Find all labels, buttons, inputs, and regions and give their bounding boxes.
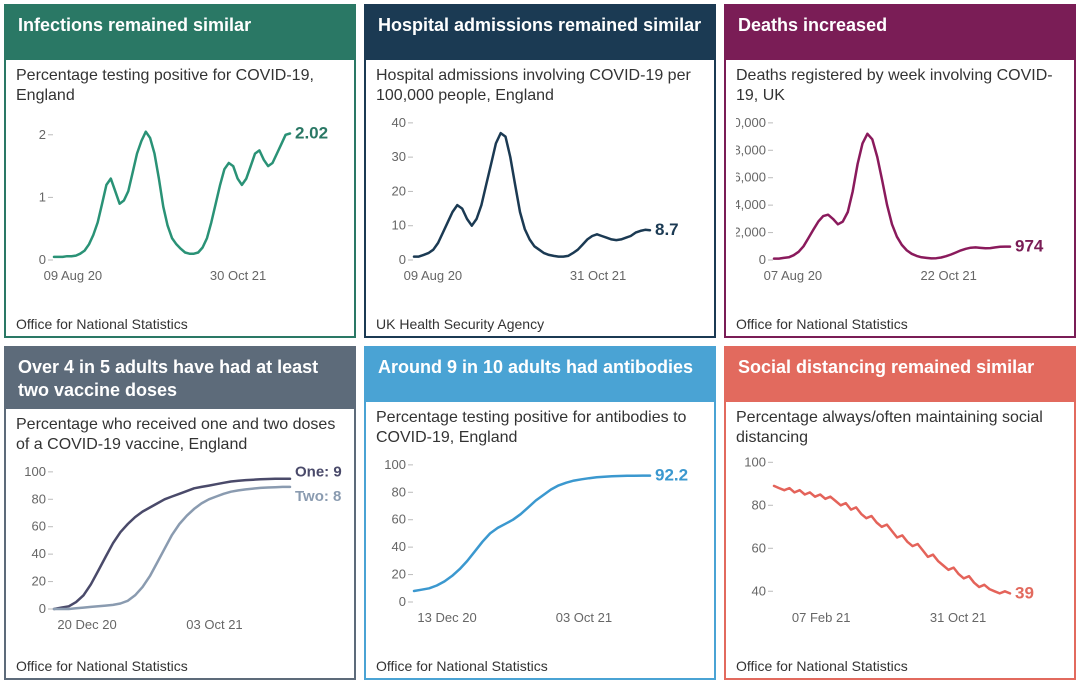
card-subtitle: Percentage who received one and two dose… xyxy=(16,415,344,455)
card-hospital: Hospital admissions remained similar Hosp… xyxy=(364,4,716,338)
y-tick-label: 20 xyxy=(392,183,406,198)
card-source: Office for National Statistics xyxy=(376,656,704,674)
y-tick-label: 0 xyxy=(39,601,46,616)
series-end-label: 2.02 xyxy=(295,124,328,143)
card-body: Percentage testing positive for antibodi… xyxy=(366,402,714,678)
x-tick-label: 22 Oct 21 xyxy=(920,268,976,283)
series-end-label: 39 xyxy=(1015,583,1034,602)
y-tick-label: 40 xyxy=(32,546,46,561)
card-antibodies: Around 9 in 10 adults had antibodies Perc… xyxy=(364,346,716,680)
series-end-label: 8.7 xyxy=(655,220,679,239)
series-line xyxy=(414,476,650,591)
y-tick-label: 0 xyxy=(39,252,46,267)
series-line xyxy=(54,132,290,257)
card-subtitle: Percentage always/often maintaining soci… xyxy=(736,408,1064,448)
x-tick-label: 07 Feb 21 xyxy=(792,610,851,625)
card-body: Hospital admissions involving COVID-19 p… xyxy=(366,60,714,336)
series-line xyxy=(774,486,1010,594)
series-end-label: Two: 89 xyxy=(295,488,342,505)
y-tick-label: 80 xyxy=(392,484,406,499)
card-source: Office for National Statistics xyxy=(16,314,344,332)
y-tick-label: 60 xyxy=(32,519,46,534)
y-tick-label: 60 xyxy=(392,512,406,527)
series-end-label: One: 95 xyxy=(295,464,342,481)
y-tick-label: 20 xyxy=(32,574,46,589)
chart: 0 20 40 60 80 100 13 Dec 20 03 Oct 21 92.2 xyxy=(376,450,704,656)
x-tick-label: 13 Dec 20 xyxy=(417,610,476,625)
x-tick-label: 31 Oct 21 xyxy=(930,610,986,625)
y-tick-label: 4,000 xyxy=(736,197,766,212)
x-tick-label: 07 Aug 20 xyxy=(764,268,823,283)
card-source: Office for National Statistics xyxy=(16,656,344,674)
x-tick-label: 03 Oct 21 xyxy=(556,610,612,625)
y-tick-label: 100 xyxy=(744,454,766,469)
dashboard-grid: Infections remained similar Percentage te… xyxy=(4,4,1076,680)
card-title: Infections remained similar xyxy=(6,6,354,60)
card-subtitle: Percentage testing positive for COVID-19… xyxy=(16,66,344,106)
y-tick-label: 30 xyxy=(392,149,406,164)
y-tick-label: 20 xyxy=(392,567,406,582)
card-subtitle: Percentage testing positive for antibodi… xyxy=(376,408,704,448)
y-tick-label: 10 xyxy=(392,218,406,233)
card-source: Office for National Statistics xyxy=(736,314,1064,332)
chart: 0 1 2 09 Aug 20 30 Oct 21 2.02 xyxy=(16,108,344,314)
card-subtitle: Hospital admissions involving COVID-19 p… xyxy=(376,66,704,106)
card-social: Social distancing remained similar Percen… xyxy=(724,346,1076,680)
card-source: Office for National Statistics xyxy=(736,656,1064,674)
y-tick-label: 40 xyxy=(392,539,406,554)
series-line xyxy=(414,133,650,257)
card-body: Percentage who received one and two dose… xyxy=(6,409,354,678)
card-title: Social distancing remained similar xyxy=(726,348,1074,402)
y-tick-label: 2,000 xyxy=(736,225,766,240)
y-tick-label: 0 xyxy=(759,252,766,267)
series-line xyxy=(774,134,1010,259)
y-tick-label: 8,000 xyxy=(736,142,766,157)
card-subtitle: Deaths registered by week involving COVI… xyxy=(736,66,1064,106)
card-vaccines: Over 4 in 5 adults have had at least two… xyxy=(4,346,356,680)
chart: 0 10 20 30 40 09 Aug 20 31 Oct 21 8.7 xyxy=(376,108,704,314)
y-tick-label: 80 xyxy=(752,497,766,512)
card-title: Around 9 in 10 adults had antibodies xyxy=(366,348,714,402)
card-source: UK Health Security Agency xyxy=(376,314,704,332)
card-infections: Infections remained similar Percentage te… xyxy=(4,4,356,338)
x-tick-label: 20 Dec 20 xyxy=(57,617,116,632)
y-tick-label: 0 xyxy=(399,594,406,609)
card-body: Percentage always/often maintaining soci… xyxy=(726,402,1074,678)
y-tick-label: 1 xyxy=(39,189,46,204)
y-tick-label: 60 xyxy=(752,540,766,555)
x-tick-label: 03 Oct 21 xyxy=(186,617,242,632)
card-title: Over 4 in 5 adults have had at least two… xyxy=(6,348,354,409)
chart: 0 20 40 60 80 100 20 Dec 20 03 Oct 21 One: 95 Two… xyxy=(16,457,344,656)
y-tick-label: 100 xyxy=(384,457,406,472)
card-title: Hospital admissions remained similar xyxy=(366,6,714,60)
y-tick-label: 0 xyxy=(399,252,406,267)
x-tick-label: 31 Oct 21 xyxy=(570,268,626,283)
y-tick-label: 10,000 xyxy=(736,115,766,130)
series-line xyxy=(54,487,290,609)
chart: 40 60 80 100 07 Feb 21 31 Oct 21 39 xyxy=(736,450,1064,656)
series-end-label: 92.2 xyxy=(655,466,688,485)
y-tick-label: 6,000 xyxy=(736,170,766,185)
y-tick-label: 80 xyxy=(32,491,46,506)
card-deaths: Deaths increased Deaths registered by wee… xyxy=(724,4,1076,338)
x-tick-label: 09 Aug 20 xyxy=(44,268,103,283)
series-end-label: 974 xyxy=(1015,237,1044,256)
card-body: Percentage testing positive for COVID-19… xyxy=(6,60,354,336)
chart: 0 2,000 4,000 6,000 8,000 10,000 07 Aug 20 22 O… xyxy=(736,108,1064,314)
y-tick-label: 40 xyxy=(752,583,766,598)
y-tick-label: 100 xyxy=(24,464,46,479)
y-tick-label: 40 xyxy=(392,115,406,130)
x-tick-label: 30 Oct 21 xyxy=(210,268,266,283)
series-line xyxy=(54,479,290,609)
x-tick-label: 09 Aug 20 xyxy=(404,268,463,283)
card-body: Deaths registered by week involving COVI… xyxy=(726,60,1074,336)
y-tick-label: 2 xyxy=(39,127,46,142)
card-title: Deaths increased xyxy=(726,6,1074,60)
